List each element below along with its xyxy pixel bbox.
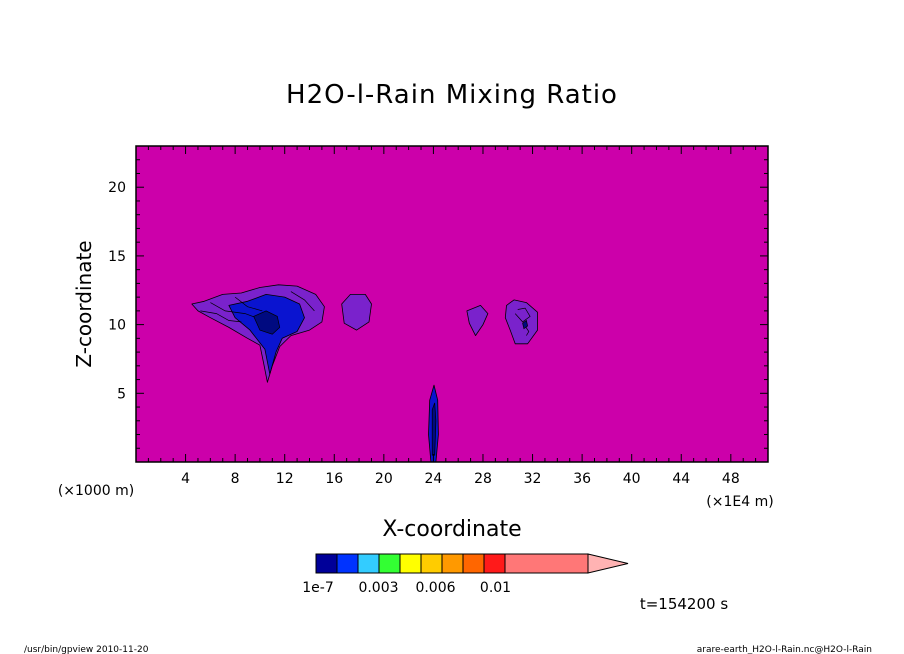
colorbar-swatch xyxy=(378,553,401,574)
x-tick-label: 8 xyxy=(231,471,240,487)
colorbar-label: 0.01 xyxy=(480,580,511,596)
contour-line xyxy=(524,325,530,336)
footer-left: /usr/bin/gpview 2010-11-20 xyxy=(24,645,149,654)
contour-region-low xyxy=(466,304,489,337)
colorbar-swatch xyxy=(357,553,380,574)
x-tick-label: 12 xyxy=(276,471,294,487)
contour-core xyxy=(431,402,437,456)
chart-title: H2O-l-Rain Mixing Ratio xyxy=(286,80,618,110)
colorbar-extension xyxy=(587,553,629,574)
x-tick-label: 32 xyxy=(524,471,542,487)
x-unit-left: (×1000 m) xyxy=(58,483,134,499)
contour-region-low xyxy=(504,299,538,345)
colorbar-label: 1e-7 xyxy=(302,580,333,596)
footer-right: arare-earth_H2O-l-Rain.nc@H2O-l-Rain xyxy=(697,645,872,654)
x-tick-label: 24 xyxy=(424,471,442,487)
colorbar: 1e-7 0.003 0.006 0.01 xyxy=(302,553,629,596)
colorbar-swatch xyxy=(504,553,589,574)
contour-region-low xyxy=(341,293,372,331)
contour-line xyxy=(234,296,263,312)
x-tick-label: 4 xyxy=(181,471,190,487)
contour-core xyxy=(253,310,281,335)
contour-line xyxy=(290,291,315,312)
time-label: t=154200 s xyxy=(640,595,728,613)
colorbar-label: 0.003 xyxy=(358,580,398,596)
x-tick-label: 44 xyxy=(672,471,690,487)
y-tick-label: 20 xyxy=(108,180,126,196)
colorbar-swatch xyxy=(441,553,464,574)
fine-contours xyxy=(200,291,531,336)
x-tick-label: 48 xyxy=(722,471,740,487)
contour-line xyxy=(514,307,531,323)
y-axis-label: Z-coordinate xyxy=(72,240,96,367)
x-axis-label: X-coordinate xyxy=(382,517,521,542)
colorbar-swatch xyxy=(399,553,422,574)
colorbar-swatch xyxy=(420,553,443,574)
contour-line xyxy=(200,310,242,323)
colorbar-swatch xyxy=(336,553,359,574)
plot-frame xyxy=(135,145,769,463)
colorbar-swatch xyxy=(462,553,485,574)
y-tick-label: 15 xyxy=(108,249,126,265)
x-tick-label: 36 xyxy=(573,471,591,487)
contour-line xyxy=(210,302,261,320)
colorbar-label: 0.006 xyxy=(415,580,455,596)
x-tick-label: 16 xyxy=(325,471,343,487)
contour-core xyxy=(522,319,528,330)
y-tick-label: 5 xyxy=(117,386,126,402)
dark-cores xyxy=(253,310,528,456)
y-tick-label: 10 xyxy=(108,318,126,334)
colorbar-swatch xyxy=(315,553,338,574)
x-unit-right: (×1E4 m) xyxy=(706,494,773,510)
x-tick-label: 40 xyxy=(623,471,641,487)
colorbar-swatch xyxy=(483,553,506,574)
x-tick-label: 20 xyxy=(375,471,393,487)
x-tick-label: 28 xyxy=(474,471,492,487)
